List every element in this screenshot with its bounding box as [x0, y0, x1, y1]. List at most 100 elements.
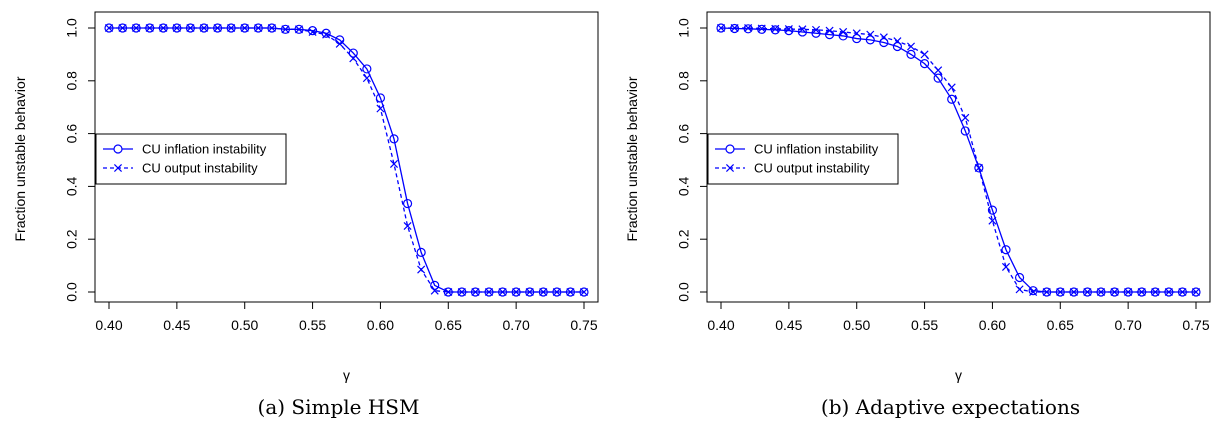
y-axis-label: Fraction unstable behavior — [12, 76, 28, 241]
data-point — [839, 27, 848, 36]
x-tick-label: 0.50 — [231, 317, 258, 333]
y-tick-label: 0.0 — [64, 282, 80, 302]
x-tick-label: 0.40 — [95, 317, 122, 333]
data-point — [294, 25, 304, 34]
y-tick-label: 0.6 — [64, 124, 80, 144]
data-point — [811, 25, 821, 34]
data-point — [893, 37, 902, 46]
data-point — [1096, 287, 1106, 297]
x-axis-label: γ — [343, 367, 350, 383]
data-point — [1164, 287, 1173, 297]
legend-marker — [725, 144, 735, 154]
data-point — [118, 23, 127, 33]
x-tick-label: 0.45 — [163, 317, 190, 333]
x-tick-label: 0.50 — [843, 317, 870, 333]
data-point — [199, 23, 209, 33]
x-tick-label: 0.70 — [503, 317, 530, 333]
data-point — [280, 24, 291, 34]
data-point — [402, 198, 413, 209]
data-point — [525, 287, 535, 297]
x-axis-label: γ — [955, 367, 962, 383]
series-line — [721, 27, 1196, 293]
data-point — [988, 216, 997, 225]
y-tick-label: 0.4 — [676, 176, 692, 196]
data-point — [744, 23, 753, 33]
y-tick-label: 0.8 — [64, 71, 80, 91]
data-point — [539, 287, 548, 297]
legend: CU inflation instability CU output instab… — [707, 133, 899, 185]
data-point — [757, 24, 766, 33]
data-point — [757, 24, 767, 34]
legend-box — [707, 133, 899, 185]
data-point — [430, 280, 440, 290]
data-point — [376, 104, 385, 113]
data-point — [852, 29, 861, 38]
data-point — [417, 265, 426, 274]
y-tick-label: 0.2 — [64, 229, 80, 249]
data-point — [389, 159, 399, 168]
data-point — [730, 23, 739, 33]
data-point — [879, 37, 889, 48]
data-point — [172, 23, 181, 33]
y-tick-label: 0.2 — [676, 229, 692, 249]
data-point — [825, 26, 834, 35]
data-point — [335, 39, 344, 48]
legend: CU inflation instability CU output instab… — [95, 133, 287, 185]
x-tick-label: 0.75 — [1182, 317, 1209, 333]
legend-marker — [725, 163, 735, 173]
data-point — [565, 287, 576, 297]
data-point — [771, 24, 780, 33]
data-point — [457, 287, 466, 297]
data-point — [1042, 287, 1052, 297]
x-tick-label: 0.55 — [911, 317, 938, 333]
data-point — [1001, 245, 1011, 255]
y-axis-label: Fraction unstable behavior — [624, 76, 640, 241]
y-tick-label: 1.0 — [676, 18, 692, 38]
data-point — [784, 26, 794, 36]
data-point — [1191, 287, 1201, 297]
data-point — [227, 23, 236, 33]
x-tick-label: 0.60 — [979, 317, 1006, 333]
y-tick-label: 1.0 — [64, 18, 80, 38]
data-point — [362, 64, 372, 74]
data-point — [798, 25, 807, 34]
data-point — [281, 25, 290, 34]
data-point — [267, 23, 276, 33]
legend-label: CU inflation instability — [754, 142, 879, 157]
data-point — [375, 93, 386, 103]
data-point — [987, 205, 998, 215]
data-point — [1015, 285, 1024, 294]
data-point — [484, 287, 494, 297]
data-point — [1069, 287, 1078, 297]
x-tick-label: 0.60 — [367, 317, 394, 333]
data-point — [294, 24, 304, 34]
chart-panel-b: 0.40 0.45 0.50 0.55 0.60 0.65 0.70 0.75 0.0 0.2 0.… — [624, 11, 1211, 419]
data-point — [132, 23, 141, 33]
data-point — [934, 66, 943, 75]
data-point — [1056, 287, 1065, 297]
plot-frame — [94, 11, 599, 303]
data-point — [348, 48, 358, 58]
data-point — [579, 287, 589, 297]
data-point — [961, 113, 970, 122]
legend-marker — [113, 144, 123, 154]
data-point — [240, 23, 249, 33]
data-point — [538, 287, 548, 297]
data-point — [525, 287, 534, 297]
data-point — [906, 49, 916, 60]
y-tick-label: 0.4 — [64, 176, 80, 196]
data-point — [866, 30, 875, 39]
legend-label: CU inflation instability — [142, 142, 267, 157]
data-point — [770, 25, 780, 35]
legend-label: CU output instability — [754, 161, 870, 176]
legend-label: CU output instability — [142, 161, 258, 176]
data-point — [322, 30, 331, 39]
data-point — [879, 33, 888, 42]
data-point — [430, 286, 439, 295]
data-point — [1178, 287, 1187, 297]
data-point — [552, 287, 561, 297]
x-tick-label: 0.65 — [435, 317, 462, 333]
data-point — [784, 25, 793, 34]
data-point — [1083, 287, 1092, 297]
data-point — [213, 23, 222, 33]
